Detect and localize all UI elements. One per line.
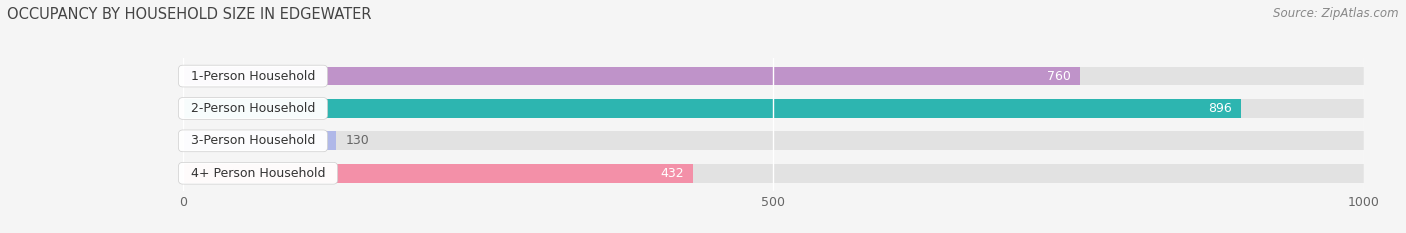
Text: 432: 432 xyxy=(659,167,683,180)
Bar xyxy=(183,99,1241,118)
Text: 896: 896 xyxy=(1208,102,1232,115)
Bar xyxy=(183,99,1364,118)
Bar xyxy=(183,164,1364,183)
Text: OCCUPANCY BY HOUSEHOLD SIZE IN EDGEWATER: OCCUPANCY BY HOUSEHOLD SIZE IN EDGEWATER xyxy=(7,7,371,22)
Text: 4+ Person Household: 4+ Person Household xyxy=(183,167,333,180)
Bar xyxy=(183,131,1364,150)
Bar xyxy=(183,131,336,150)
Text: 1-Person Household: 1-Person Household xyxy=(183,70,323,82)
Bar xyxy=(183,67,1364,86)
Text: 3-Person Household: 3-Person Household xyxy=(183,134,323,147)
Text: 760: 760 xyxy=(1047,70,1071,82)
Text: 2-Person Household: 2-Person Household xyxy=(183,102,323,115)
Bar xyxy=(183,164,693,183)
Text: 130: 130 xyxy=(346,134,370,147)
Text: Source: ZipAtlas.com: Source: ZipAtlas.com xyxy=(1274,7,1399,20)
Bar xyxy=(183,67,1080,86)
